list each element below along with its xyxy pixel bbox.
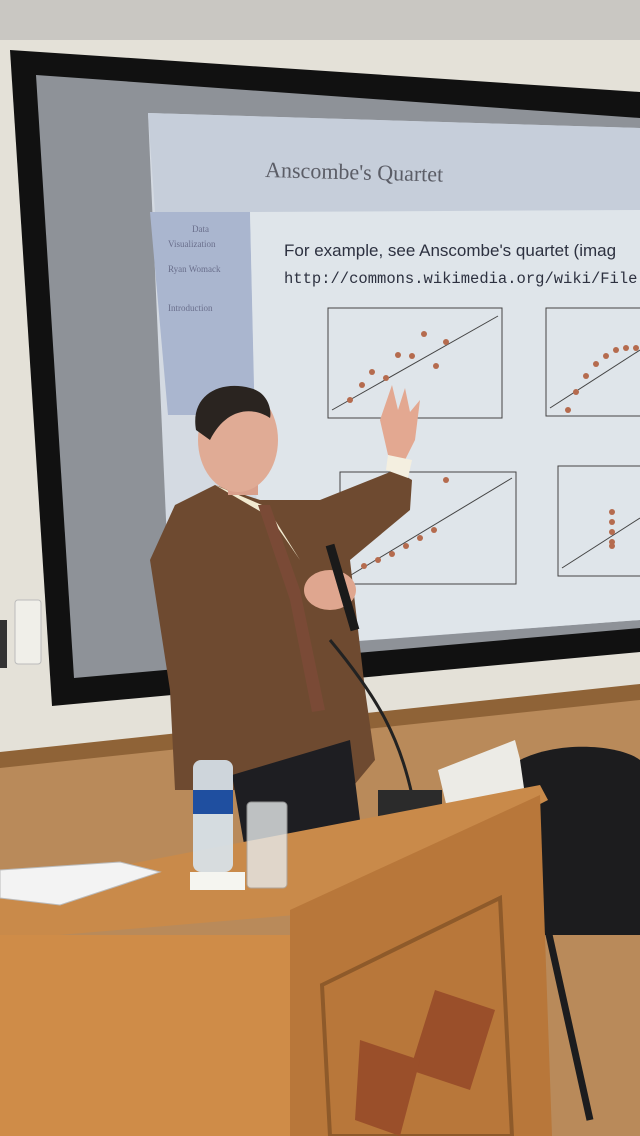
device (190, 872, 245, 890)
plot-points (347, 331, 639, 569)
cuff (386, 455, 412, 478)
slide-body-text: For example, see Anscombe's quartet (ima… (284, 241, 616, 260)
podium-inlay (319, 894, 515, 1136)
slide-title: Anscombe's Quartet (265, 157, 444, 187)
plot-frames (327, 307, 640, 585)
chair-leg (544, 929, 594, 1121)
sidebar-item: Ryan Womack (168, 264, 221, 274)
slide-sidebar-text: Data Visualization Ryan Womack Introduct… (168, 224, 221, 313)
logo (355, 1040, 420, 1136)
hair (195, 385, 271, 440)
podium-front (0, 935, 300, 1136)
papers (0, 861, 162, 906)
raised-hand (380, 385, 420, 460)
sidebar-item: Data (192, 224, 209, 234)
wall-switch (14, 599, 42, 665)
tie (258, 505, 325, 712)
sidebar-item: Introduction (168, 303, 213, 313)
glass (246, 801, 288, 889)
slide-sidebar (150, 212, 255, 415)
slide-header (148, 113, 640, 212)
sidebar-item: Visualization (168, 239, 216, 249)
chair (520, 746, 640, 935)
water-bottle (193, 760, 233, 872)
microphone (325, 543, 360, 632)
bottle-label (193, 790, 233, 814)
jacket (150, 470, 412, 790)
logo (410, 990, 495, 1090)
wall-device (0, 620, 7, 668)
mic-stand (328, 639, 414, 796)
podium-side (290, 795, 552, 1136)
slide-url: http://commons.wikimedia.org/wiki/File:A… (284, 270, 640, 288)
